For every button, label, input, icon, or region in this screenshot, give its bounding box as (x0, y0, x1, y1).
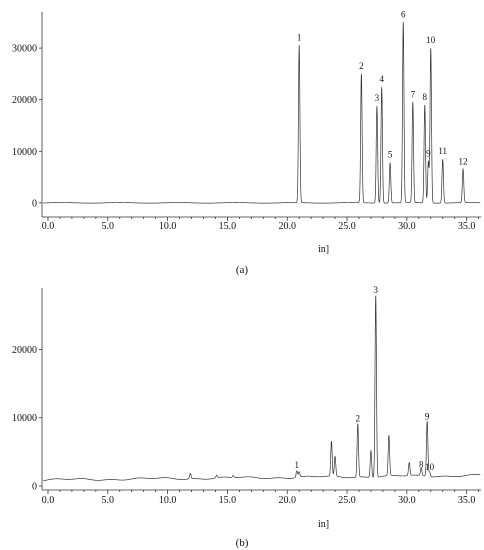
peak-label: 2 (356, 414, 361, 424)
peak-label: 8 (419, 459, 424, 469)
x-tick-label: 35.0 (458, 495, 476, 506)
x-tick-label: 0.0 (42, 495, 55, 506)
panel-b-caption: (b) (236, 537, 249, 549)
y-tick-label: 0 (32, 482, 37, 493)
x-axis-label: in] (318, 244, 329, 255)
x-tick-label: 30.0 (398, 495, 416, 506)
chromatogram-trace (43, 22, 481, 204)
panel-a-caption: (a) (236, 264, 249, 276)
chromatogram-panel-b: 0 10000 20000 0.0 5.0 10.0 15.0 20.0 25.0 30.0 35.… (12, 285, 481, 530)
peak-label: 1 (297, 33, 302, 43)
y-tick-label: 10000 (12, 147, 37, 158)
peak-label: 8 (423, 92, 428, 102)
peak-label: 7 (411, 89, 416, 99)
peak-label: 10 (425, 462, 435, 472)
x-tick-label: 10.0 (159, 221, 177, 232)
peak-label: 12 (459, 156, 468, 166)
peak-label: 5 (388, 150, 393, 160)
peak-label: 11 (438, 146, 447, 156)
x-tick-label: 5.0 (102, 495, 115, 506)
chromatogram-panel-a: 0 10000 20000 30000 0.0 5.0 10.0 15.0 20.0 25.0 30… (12, 9, 481, 255)
peak-label: 3 (375, 93, 380, 103)
peak-label: 3 (373, 285, 378, 295)
peak-label: 9 (425, 412, 430, 422)
x-tick-label: 15.0 (219, 495, 237, 506)
x-tick-label: 25.0 (338, 495, 356, 506)
x-tick-label: 35.0 (458, 221, 476, 232)
x-tick-label: 15.0 (219, 221, 237, 232)
x-tick-label: 30.0 (398, 221, 416, 232)
chromatogram-trace (43, 295, 481, 482)
peak-label: 9 (426, 149, 431, 159)
y-tick-label: 0 (32, 198, 37, 209)
peak-label: 2 (359, 61, 364, 71)
y-tick-label: 30000 (12, 44, 37, 55)
y-tick-label: 10000 (12, 413, 37, 424)
x-tick-label: 0.0 (42, 221, 55, 232)
x-tick-label: 25.0 (338, 221, 356, 232)
peak-label: 1 (295, 460, 300, 470)
peak-label: 10 (426, 35, 436, 45)
x-tick-label: 10.0 (159, 495, 177, 506)
x-axis-label: in] (318, 519, 329, 530)
x-tick-label: 20.0 (278, 221, 296, 232)
x-tick-label: 20.0 (278, 495, 296, 506)
y-tick-label: 20000 (12, 95, 37, 106)
peak-label: 4 (379, 74, 384, 84)
y-tick-label: 20000 (12, 345, 37, 356)
peak-label: 6 (401, 9, 406, 19)
x-tick-label: 5.0 (102, 221, 115, 232)
